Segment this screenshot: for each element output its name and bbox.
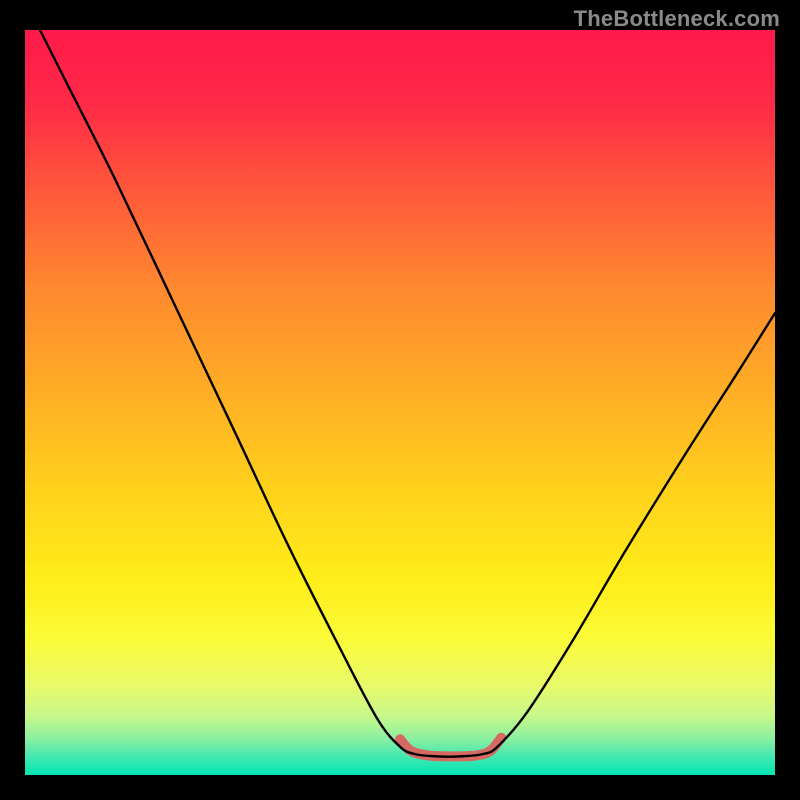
gradient-plot-area [25,30,775,775]
chart-frame: TheBottleneck.com [0,0,800,800]
source-watermark: TheBottleneck.com [574,6,780,32]
